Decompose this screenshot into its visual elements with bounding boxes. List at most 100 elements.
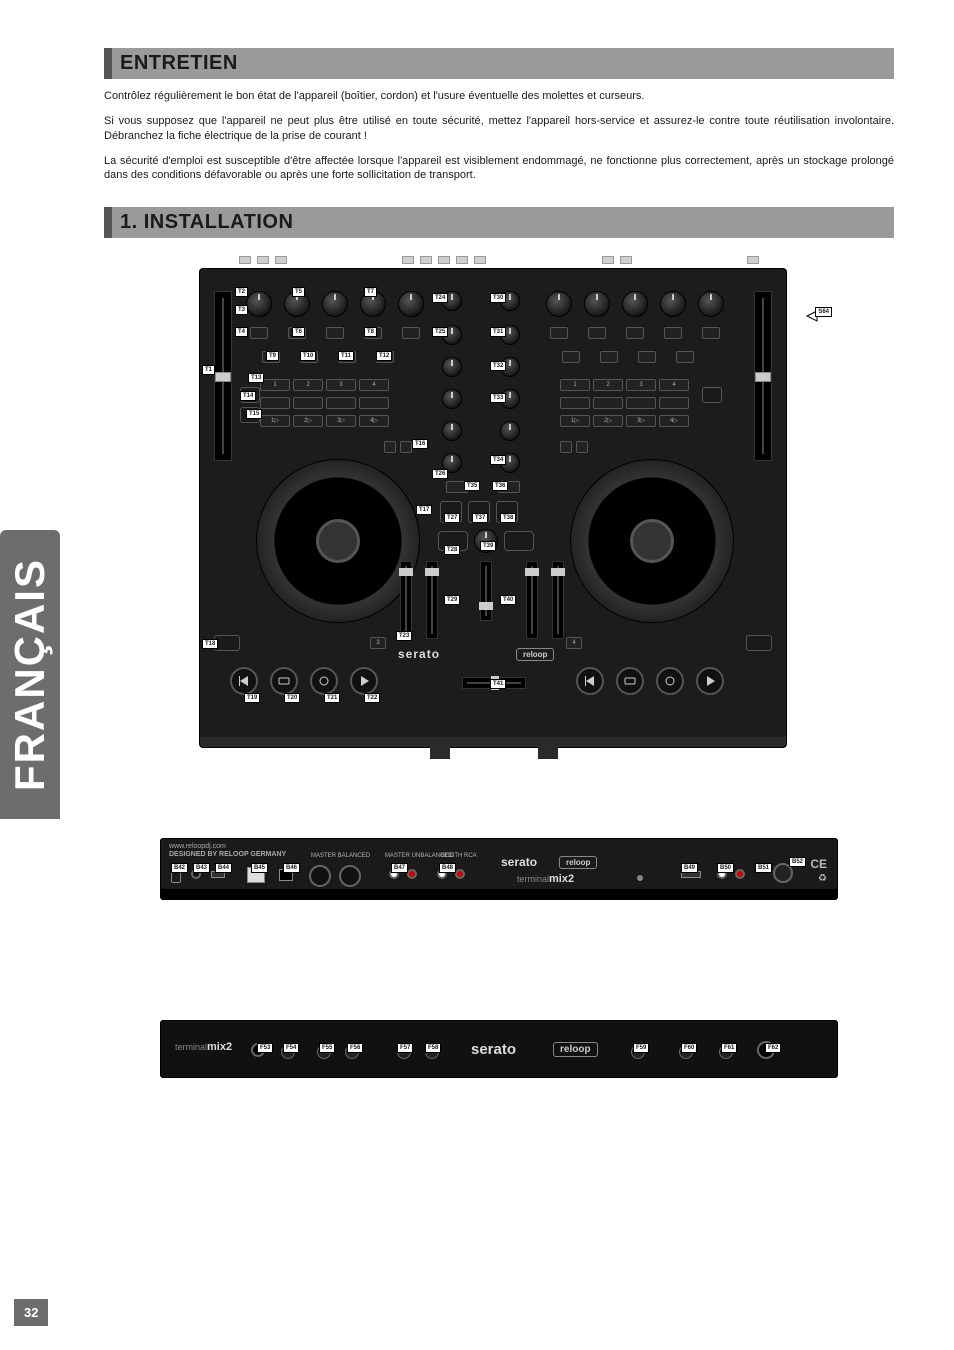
weee-icon: ♻ bbox=[818, 873, 827, 884]
cue-btn-right bbox=[656, 667, 684, 695]
callout-f57: F57 bbox=[397, 1043, 413, 1053]
label-booth: BOOTH RCA bbox=[441, 853, 477, 859]
sampler-row-left-a bbox=[260, 397, 389, 409]
callout-t6: T6 bbox=[292, 327, 305, 337]
callout-t5: T5 bbox=[292, 287, 305, 297]
callout-b45: B45 bbox=[251, 863, 268, 873]
callout-b43: B43 bbox=[193, 863, 210, 873]
callout-f56: F56 bbox=[347, 1043, 363, 1053]
callout-t24: T24 bbox=[432, 293, 448, 303]
fx-on-btn-left bbox=[250, 327, 268, 339]
toggle-a-left bbox=[384, 441, 396, 453]
callout-s64: S64 bbox=[815, 307, 832, 317]
fx1-btn-right bbox=[588, 327, 606, 339]
fx-on-btn-right bbox=[550, 327, 568, 339]
fx2-knob-right bbox=[622, 291, 648, 317]
callout-t16: T16 bbox=[412, 439, 428, 449]
callout-t17: T17 bbox=[416, 505, 432, 515]
callout-t41: T41 bbox=[490, 679, 506, 689]
callout-t40: T40 bbox=[500, 595, 516, 605]
callout-b49: B49 bbox=[681, 863, 698, 873]
callout-t37: T37 bbox=[472, 513, 488, 523]
section-entretien-title: ENTRETIEN bbox=[104, 48, 894, 79]
pitch-slider-left bbox=[214, 291, 232, 461]
entretien-para-2: Si vous supposez que l'appareil ne peut … bbox=[104, 114, 894, 144]
callout-b48: B48 bbox=[439, 863, 456, 873]
callout-f61: F61 bbox=[721, 1043, 737, 1053]
line-fader-3 bbox=[526, 561, 538, 639]
callout-t39: T39 bbox=[480, 541, 496, 551]
loop-out-right bbox=[600, 351, 618, 363]
entretien-para-3: La sécurité d'emploi est susceptible d'ê… bbox=[104, 154, 894, 184]
deck-num-3: 3 bbox=[370, 637, 386, 649]
tap-btn-left bbox=[402, 327, 420, 339]
line-fader-4 bbox=[552, 561, 564, 639]
fx2-knob-left bbox=[322, 291, 348, 317]
callout-t32: T32 bbox=[490, 361, 506, 371]
beats-knob-left bbox=[398, 291, 424, 317]
callout-f58: F58 bbox=[425, 1043, 441, 1053]
shift-right bbox=[702, 387, 722, 403]
serato-logo-top: serato bbox=[398, 647, 440, 661]
prev-btn-left bbox=[230, 667, 258, 695]
callout-t12: T12 bbox=[376, 351, 392, 361]
callout-t9: T9 bbox=[266, 351, 279, 361]
low-knob-a bbox=[442, 421, 462, 441]
play-btn-left bbox=[350, 667, 378, 695]
gain-knob-right bbox=[546, 291, 572, 317]
terminal-logo-back: terminalmix2 bbox=[517, 873, 574, 885]
beats-knob-right bbox=[698, 291, 724, 317]
reloop-logo-top: reloop bbox=[516, 648, 554, 661]
callout-t33: T33 bbox=[490, 393, 506, 403]
cuemix-knob bbox=[442, 389, 462, 409]
callout-t28: T28 bbox=[444, 545, 460, 555]
prev-btn-right bbox=[576, 667, 604, 695]
label-master-bal: MASTER BALANCED bbox=[311, 853, 370, 859]
sample-vol-fader bbox=[480, 561, 492, 621]
callout-b50: B50 bbox=[717, 863, 734, 873]
callout-b42: B42 bbox=[171, 863, 188, 873]
back-web: www.reloopdj.com bbox=[169, 843, 226, 850]
cup-btn-left bbox=[270, 667, 298, 695]
loop-half-right bbox=[638, 351, 656, 363]
serato-logo-back: serato bbox=[501, 855, 537, 869]
terminal-logo-front: terminalmix2 bbox=[175, 1041, 232, 1053]
rca-master-r bbox=[407, 869, 417, 879]
toggle-b-right bbox=[576, 441, 588, 453]
hotcue-row-left: 1234 bbox=[260, 379, 389, 391]
gain-knob-left bbox=[246, 291, 272, 317]
deck-num-4: 4 bbox=[566, 637, 582, 649]
callout-f53: F53 bbox=[257, 1043, 273, 1053]
callout-t29: T29 bbox=[444, 595, 460, 605]
controller-front-diagram: terminalmix2 serato reloop F53 F54 F55 F… bbox=[160, 1020, 838, 1078]
callout-t21: T21 bbox=[324, 693, 340, 703]
callout-t30: T30 bbox=[490, 293, 506, 303]
callout-t8: T8 bbox=[364, 327, 377, 337]
toggle-b-left bbox=[400, 441, 412, 453]
callout-t35: T35 bbox=[464, 481, 480, 491]
callout-t1: T1 bbox=[202, 365, 215, 375]
sampler-row-right-b: 1▷2▷3▷4▷ bbox=[560, 415, 689, 427]
callout-t18: T18 bbox=[202, 639, 218, 649]
callout-t26: T26 bbox=[432, 469, 448, 479]
callout-b46: B46 bbox=[283, 863, 300, 873]
trs-l bbox=[309, 865, 331, 887]
callout-f54: F54 bbox=[283, 1043, 299, 1053]
callout-t36: T36 bbox=[492, 481, 508, 491]
page-content: ENTRETIEN Contrôlez régulièrement le bon… bbox=[0, 0, 954, 1118]
callout-b52: B52 bbox=[789, 857, 806, 867]
callout-t20: T20 bbox=[284, 693, 300, 703]
reloop-logo-back: reloop bbox=[559, 856, 597, 869]
callout-t4: T4 bbox=[235, 327, 248, 337]
ce-mark: CE bbox=[810, 857, 827, 871]
toggle-a-right bbox=[560, 441, 572, 453]
trs-r bbox=[339, 865, 361, 887]
callout-t13: T13 bbox=[248, 373, 264, 383]
callout-t10: T10 bbox=[300, 351, 316, 361]
callout-t25: T25 bbox=[432, 327, 448, 337]
callout-t14: T14 bbox=[240, 391, 256, 401]
callout-t19: T19 bbox=[244, 693, 260, 703]
callout-f62: F62 bbox=[765, 1043, 781, 1053]
rca-in-r bbox=[735, 869, 745, 879]
entretien-para-1: Contrôlez régulièrement le bon état de l… bbox=[104, 89, 894, 104]
